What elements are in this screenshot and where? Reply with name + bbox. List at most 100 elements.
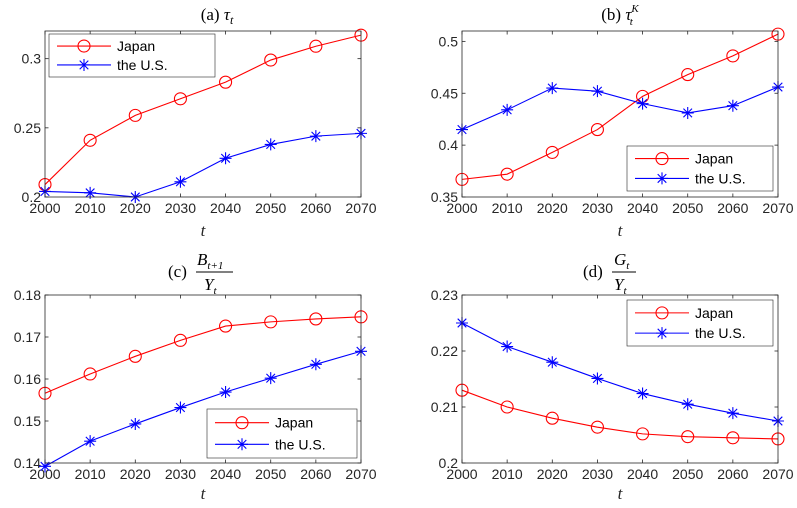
panel-a-xtick-label: 2060 bbox=[300, 200, 331, 216]
panel-a-series-us-point bbox=[84, 186, 97, 199]
panel-c-series-japan-line bbox=[44, 316, 362, 394]
panel-c-legend-box bbox=[206, 408, 358, 459]
panel-d-series-japan-point bbox=[545, 411, 559, 425]
panel-a-legend-japan-label: Japan bbox=[117, 38, 155, 54]
panel-d-series-us-line bbox=[461, 322, 779, 422]
panel-a-ytick-label: 0.25 bbox=[14, 120, 41, 136]
panel-d-legend-us-label: the U.S. bbox=[695, 325, 746, 341]
panel-c-xtick-label: 2060 bbox=[300, 466, 331, 482]
panel-d-xtick-label: 2030 bbox=[582, 466, 613, 482]
panel-c-ytick-label: 0.17 bbox=[14, 329, 41, 345]
panel-c-xtick-label: 2000 bbox=[29, 466, 60, 482]
panel-b-title-sub: t bbox=[630, 16, 634, 28]
panel-a-series-japan-point bbox=[173, 92, 187, 106]
panel-c-series-japan-point bbox=[264, 315, 278, 329]
panel-b-ytick-label: 0.5 bbox=[439, 33, 459, 49]
panel-a-legend: Japan the U.S. bbox=[48, 33, 216, 78]
panel-a-xtick-label: 2020 bbox=[120, 200, 151, 216]
panel-d-series-japan-point bbox=[636, 427, 650, 441]
panel-d-legend: Japan the U.S. bbox=[626, 299, 774, 347]
panel-b-series-us-line bbox=[461, 86, 779, 131]
panel-a-xtick-label: 2050 bbox=[255, 200, 286, 216]
panel-c-axes-frame bbox=[44, 294, 362, 464]
panel-b-series-us-point bbox=[546, 82, 559, 95]
panel-b-ytick-label: 0.4 bbox=[439, 137, 459, 153]
panel-c-xtick-label: 2010 bbox=[75, 466, 106, 482]
panel-b-ytick-label: 0.35 bbox=[431, 189, 458, 205]
panel-a-xlabel: t bbox=[201, 221, 207, 240]
panel-c-ytick-label: 0.16 bbox=[14, 371, 41, 387]
panel-b: (b) τK t t bbox=[601, 3, 639, 240]
panel-c-xtick-label: 2070 bbox=[345, 466, 376, 482]
panel-b-series-japan-point bbox=[545, 145, 559, 159]
panel-b-series-us-point bbox=[501, 103, 514, 116]
panel-c-title-numerator: Bt+1 bbox=[197, 250, 223, 272]
panel-b-xtick-label: 2060 bbox=[717, 200, 748, 216]
panel-a-legend-box bbox=[48, 33, 216, 78]
panel-d-xtick-label: 2040 bbox=[627, 466, 658, 482]
panel-a-series-us-point bbox=[264, 138, 277, 151]
panel-d-ytick-label: 0.23 bbox=[431, 287, 458, 303]
panel-a-plot: 2000 2010 2020 2030 2040 2050 2060 2070 0.2 0.25 0… bbox=[14, 28, 377, 216]
panel-b-legend-japan-marker bbox=[655, 152, 669, 166]
panel-d-xtick-label: 2070 bbox=[762, 466, 793, 482]
panel-b-xtick-label: 2050 bbox=[672, 200, 703, 216]
panel-c-series-japan-point bbox=[309, 312, 323, 326]
panel-a-series-japan-line bbox=[44, 34, 362, 185]
panel-c-series-japan-point bbox=[173, 333, 187, 347]
panel-a-xtick-label: 2040 bbox=[210, 200, 241, 216]
panel-c-legend-japan-label: Japan bbox=[275, 415, 313, 431]
panel-b-legend-us-marker bbox=[656, 172, 668, 185]
panel-a-legend-us-marker bbox=[78, 58, 90, 71]
panel-d-title-prefix: (d) bbox=[583, 262, 603, 281]
panel-b-series-japan-point bbox=[726, 49, 740, 63]
panel-a-xtick-label: 2010 bbox=[75, 200, 106, 216]
panel-d-series-us-point bbox=[681, 398, 694, 411]
panel-c-xlabel: t bbox=[201, 484, 207, 503]
panel-c-series-us-point bbox=[129, 417, 142, 430]
panel-b-series-us-point bbox=[681, 106, 694, 119]
panel-d-series-japan-point bbox=[500, 400, 514, 414]
panel-b-xtick-label: 2020 bbox=[537, 200, 568, 216]
panel-a-title-prefix: (a) bbox=[201, 5, 224, 24]
panel-c-legend-us-marker bbox=[236, 438, 248, 451]
panel-c-legend-us-label: the U.S. bbox=[275, 436, 326, 452]
panel-d-ytick-label: 0.22 bbox=[431, 343, 458, 359]
panel-d-title-denominator: Yt bbox=[614, 275, 627, 297]
panel-c-xtick-label: 2030 bbox=[165, 466, 196, 482]
panel-c-series-us-point bbox=[309, 358, 322, 371]
panel-d-title: (d) Gt Yt bbox=[583, 250, 636, 297]
panel-b-title-prefix: (b) bbox=[601, 5, 625, 24]
panel-b-series-japan-line bbox=[461, 33, 779, 180]
panel-b-series-us-point bbox=[726, 99, 739, 112]
panel-d-legend-japan-label: Japan bbox=[695, 305, 733, 321]
panel-a-series-japan-point bbox=[83, 133, 97, 147]
panel-c-legend: Japan the U.S. bbox=[206, 408, 358, 459]
panel-a-ytick-label: 0.3 bbox=[22, 51, 42, 67]
panel-d-ytick-label: 0.2 bbox=[439, 455, 459, 471]
panel-c-ytick-label: 0.15 bbox=[14, 413, 41, 429]
panel-a-title-symbol: τ bbox=[224, 5, 231, 24]
panel-c-series-us-point bbox=[219, 386, 232, 399]
panel-a-series-us-point bbox=[174, 175, 187, 188]
panel-b-series-japan-point bbox=[500, 167, 514, 181]
panel-b-legend-box bbox=[626, 145, 774, 192]
panel-c-series-japan-point bbox=[83, 367, 97, 381]
panel-d-series-japan-point bbox=[681, 430, 695, 444]
panel-c-ytick-label: 0.14 bbox=[14, 455, 41, 471]
panel-d-series-japan-line bbox=[461, 389, 779, 440]
panel-b-xtick-label: 2070 bbox=[762, 200, 793, 216]
panel-c-ytick-label: 0.18 bbox=[14, 287, 41, 303]
panel-a-series-us-point bbox=[309, 130, 322, 143]
panel-c-series-us-point bbox=[84, 435, 97, 448]
panel-d-axes-frame bbox=[461, 294, 779, 464]
panel-b-axes-frame bbox=[461, 30, 779, 198]
panel-d-series-japan-point bbox=[726, 431, 740, 445]
panel-c-series-us-point bbox=[174, 401, 187, 414]
panel-d-legend-box bbox=[626, 299, 774, 347]
panel-a-series-japan-point bbox=[309, 39, 323, 53]
panel-b-series-us-point bbox=[636, 97, 649, 110]
panel-a-xtick-label: 2070 bbox=[345, 200, 376, 216]
panel-c-series-us-point bbox=[264, 372, 277, 385]
